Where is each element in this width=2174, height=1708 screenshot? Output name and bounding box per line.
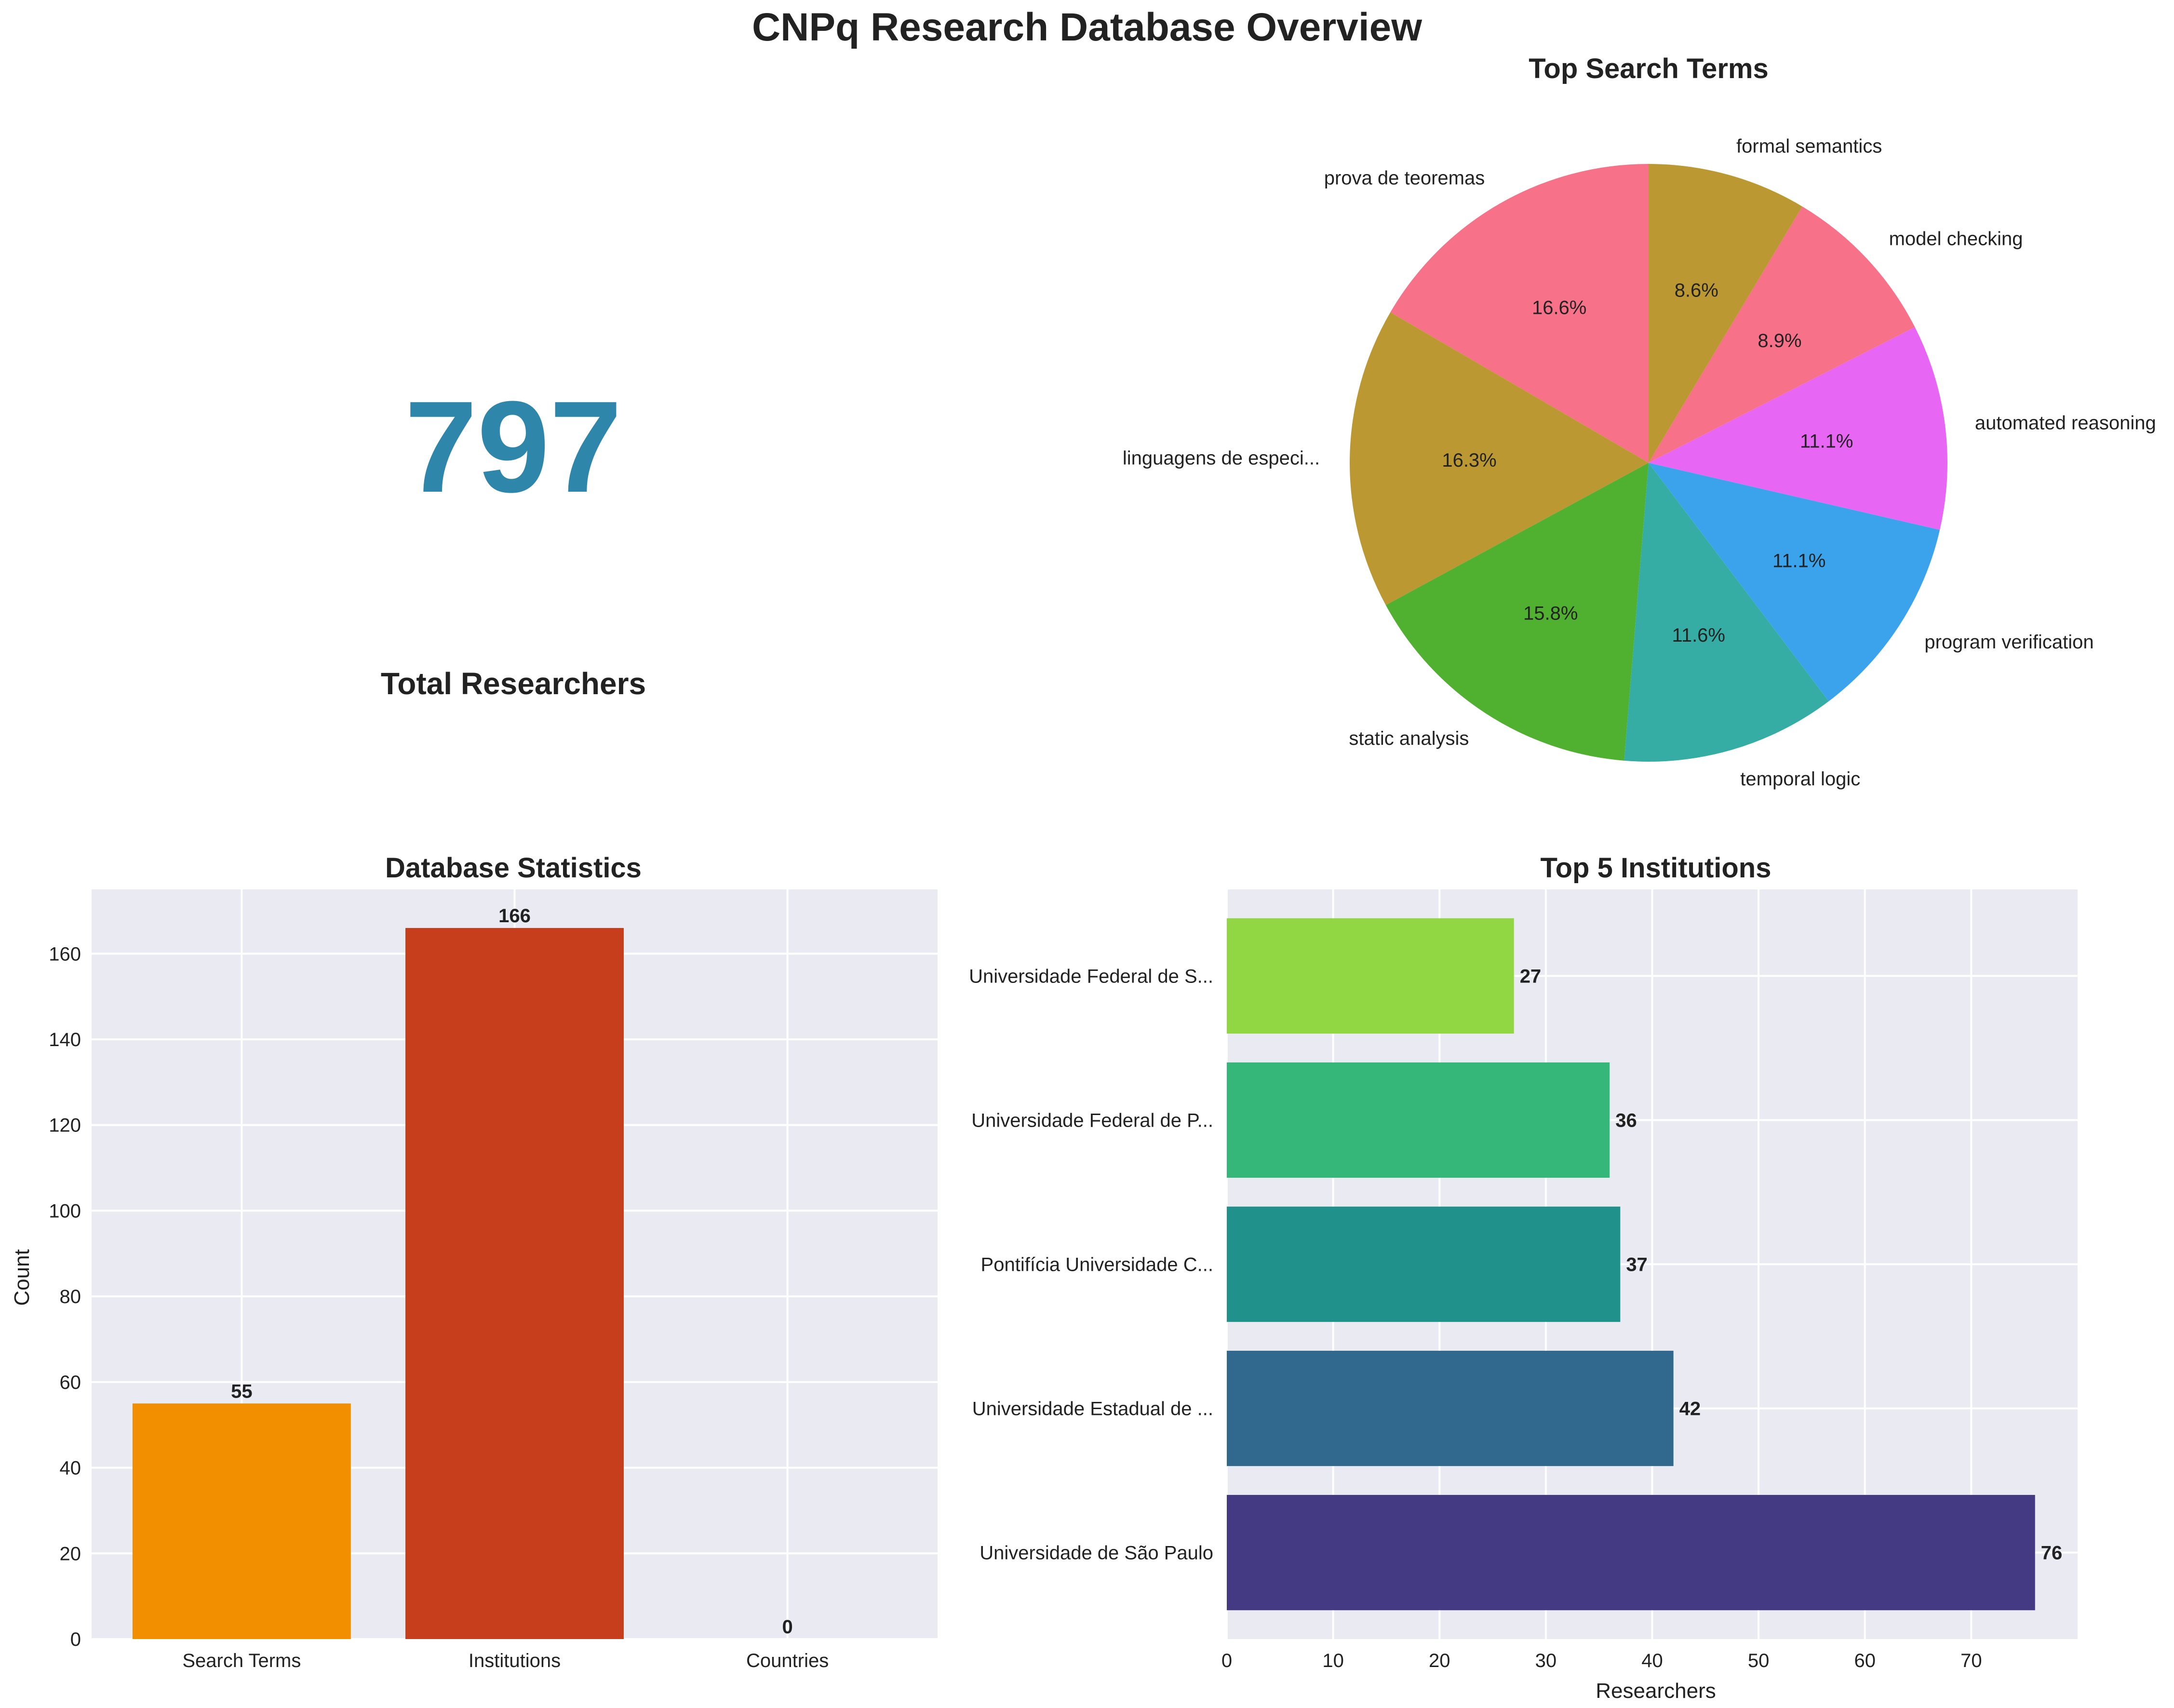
stats-y-tick-label: 80 (60, 1286, 81, 1307)
stats-bar-chart: 0 20 40 60 80 100 120 140 160 55 Search Terms 166 In… (49, 889, 938, 1671)
stats-y-tick-label: 40 (60, 1458, 81, 1479)
pie-slice-label: prova de teoremas (1324, 168, 1485, 189)
pie-percent-label: 11.1% (1800, 431, 1853, 452)
pie-percent-label: 8.9% (1758, 330, 1801, 351)
pie-slice-label: static analysis (1349, 728, 1469, 749)
pie-percent-label: 15.8% (1523, 603, 1578, 624)
pie-slice-label: linguagens de especi... (1123, 447, 1320, 469)
stats-y-tick-label: 160 (49, 943, 81, 965)
institution-name-label: Pontifícia Universidade C... (981, 1254, 1213, 1276)
institution-bar (1227, 1062, 1610, 1178)
pie-slice-label: formal semantics (1736, 136, 1882, 157)
institution-bar-value-label: 37 (1626, 1254, 1648, 1276)
institution-name-label: Universidade Federal de P... (971, 1110, 1213, 1131)
institutions-x-tick-label: 20 (1429, 1650, 1450, 1671)
stats-bar-value-label: 166 (498, 905, 531, 927)
institutions-x-axis-label: Researchers (1596, 1679, 1716, 1703)
kpi-value: 797 (405, 375, 622, 520)
institution-name-label: Universidade Estadual de ... (972, 1399, 1213, 1420)
stats-x-tick-label: Institutions (469, 1650, 561, 1671)
institutions-x-tick-label: 40 (1641, 1650, 1663, 1671)
institution-bar (1227, 1206, 1621, 1322)
pie-slice-label: model checking (1889, 229, 2023, 250)
stats-bar (405, 928, 624, 1639)
institution-bar-value-label: 27 (1520, 966, 1542, 987)
stats-y-tick-label: 140 (49, 1029, 81, 1050)
pie-percent-label: 11.6% (1672, 625, 1725, 646)
pie-slice (1385, 463, 1649, 761)
institutions-chart-title: Top 5 Institutions (1541, 852, 1771, 884)
stats-bar (132, 1403, 351, 1639)
pie-slice (1649, 463, 1940, 701)
institutions-x-tick-label: 0 (1221, 1650, 1232, 1671)
institutions-x-tick-label: 10 (1322, 1650, 1344, 1671)
stats-bar-value-label: 55 (231, 1381, 253, 1402)
stats-bar-value-label: 0 (782, 1616, 793, 1638)
institutions-x-tick-label: 70 (1960, 1650, 1982, 1671)
kpi-label: Total Researchers (381, 666, 646, 701)
stats-chart-title: Database Statistics (385, 852, 642, 884)
institutions-x-tick-label: 60 (1854, 1650, 1876, 1671)
stats-y-tick-label: 100 (49, 1200, 81, 1222)
pie-percent-label: 16.3% (1442, 450, 1496, 471)
pie-slice-label: automated reasoning (1975, 413, 2156, 434)
institutions-x-tick-label: 50 (1748, 1650, 1770, 1671)
institutions-x-tick-label: 30 (1535, 1650, 1557, 1671)
institution-bar (1227, 1494, 2035, 1611)
institution-bar (1227, 1350, 1674, 1466)
pie-percent-label: 11.1% (1772, 550, 1825, 571)
pie-percent-label: 16.6% (1532, 297, 1586, 318)
pie-slice (1649, 164, 1802, 463)
pie-slice (1624, 463, 1829, 762)
stats-y-tick-label: 60 (60, 1372, 81, 1393)
stats-y-tick-label: 120 (49, 1115, 81, 1136)
stats-y-tick-label: 20 (60, 1543, 81, 1564)
institution-bar-value-label: 42 (1679, 1399, 1701, 1420)
pie-slice-label: program verification (1924, 632, 2093, 653)
pie-slice (1649, 206, 1915, 463)
pie-chart-title: Top Search Terms (1529, 53, 1768, 84)
stats-y-axis-label: Count (10, 1249, 34, 1305)
pie-slice (1649, 327, 1947, 530)
stats-x-tick-label: Countries (746, 1650, 829, 1671)
pie-chart: 16.6% prova de teoremas 16.3% linguagens de… (1123, 136, 2156, 790)
stats-x-tick-label: Search Terms (182, 1650, 301, 1671)
institution-name-label: Universidade de São Paulo (980, 1543, 1213, 1564)
institution-name-label: Universidade Federal de S... (969, 966, 1213, 987)
institution-bar-value-label: 76 (2041, 1543, 2063, 1564)
institutions-bar-chart: 0 10 20 30 40 50 60 70 76 Universidade de São Pau… (969, 889, 2078, 1671)
pie-slice (1349, 312, 1649, 605)
pie-slice (1390, 164, 1649, 463)
institution-bar (1227, 918, 1514, 1034)
pie-slice-label: temporal logic (1740, 768, 1860, 790)
pie-percent-label: 8.6% (1675, 280, 1718, 301)
institution-bar-value-label: 36 (1615, 1110, 1637, 1131)
stats-y-tick-label: 0 (70, 1629, 81, 1650)
dashboard-title: CNPq Research Database Overview (752, 5, 1422, 49)
